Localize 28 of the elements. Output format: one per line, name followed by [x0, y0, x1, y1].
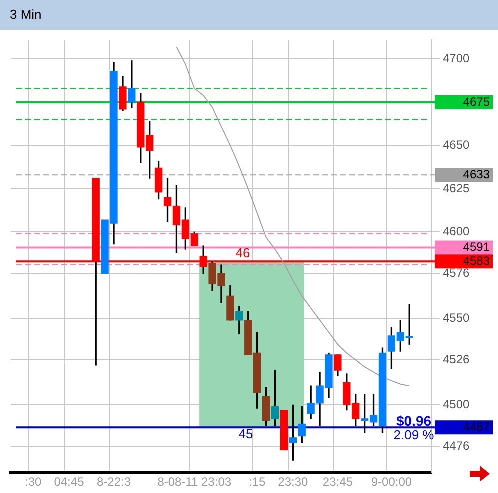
- x-tick-label: :30: [25, 475, 42, 490]
- y-tick-label: 4700: [443, 52, 470, 66]
- candlestick: [280, 410, 288, 450]
- annotation: 45: [238, 426, 254, 442]
- y-tick-label: 4500: [443, 397, 470, 412]
- y-tick-label: 4576: [443, 266, 470, 280]
- x-tick-label: 8-08-11 23:03: [158, 475, 232, 490]
- annotation: $0.96: [396, 412, 432, 429]
- y-tick-label: 4476: [443, 438, 470, 453]
- y-tick-label: 4650: [443, 138, 470, 152]
- annotation: 46: [236, 246, 250, 261]
- x-tick-label: 04:45: [54, 475, 85, 490]
- x-tick-label: :15: [248, 475, 266, 490]
- chart-title: 3 Min: [9, 6, 43, 24]
- y-tick-label: 4600: [443, 224, 470, 238]
- x-tick-label: 23:45: [322, 475, 354, 490]
- y-tick-label: 4625: [443, 181, 470, 196]
- y-tick-label: 4550: [443, 310, 470, 325]
- x-tick-label: 8-22:3: [96, 475, 132, 490]
- x-tick-label: 9-00:00: [371, 475, 412, 490]
- y-tick-label: 4526: [443, 352, 470, 366]
- ref-line-label: 4633: [463, 167, 490, 182]
- ref-line-label: 4591: [463, 240, 490, 254]
- annotation: 2.09 %: [394, 428, 435, 443]
- ref-line-label: 4675: [463, 94, 490, 109]
- ref-line-label: 4487: [463, 420, 490, 434]
- x-tick-label: 23:30: [278, 475, 308, 490]
- ref-line-label: 4583: [463, 254, 490, 268]
